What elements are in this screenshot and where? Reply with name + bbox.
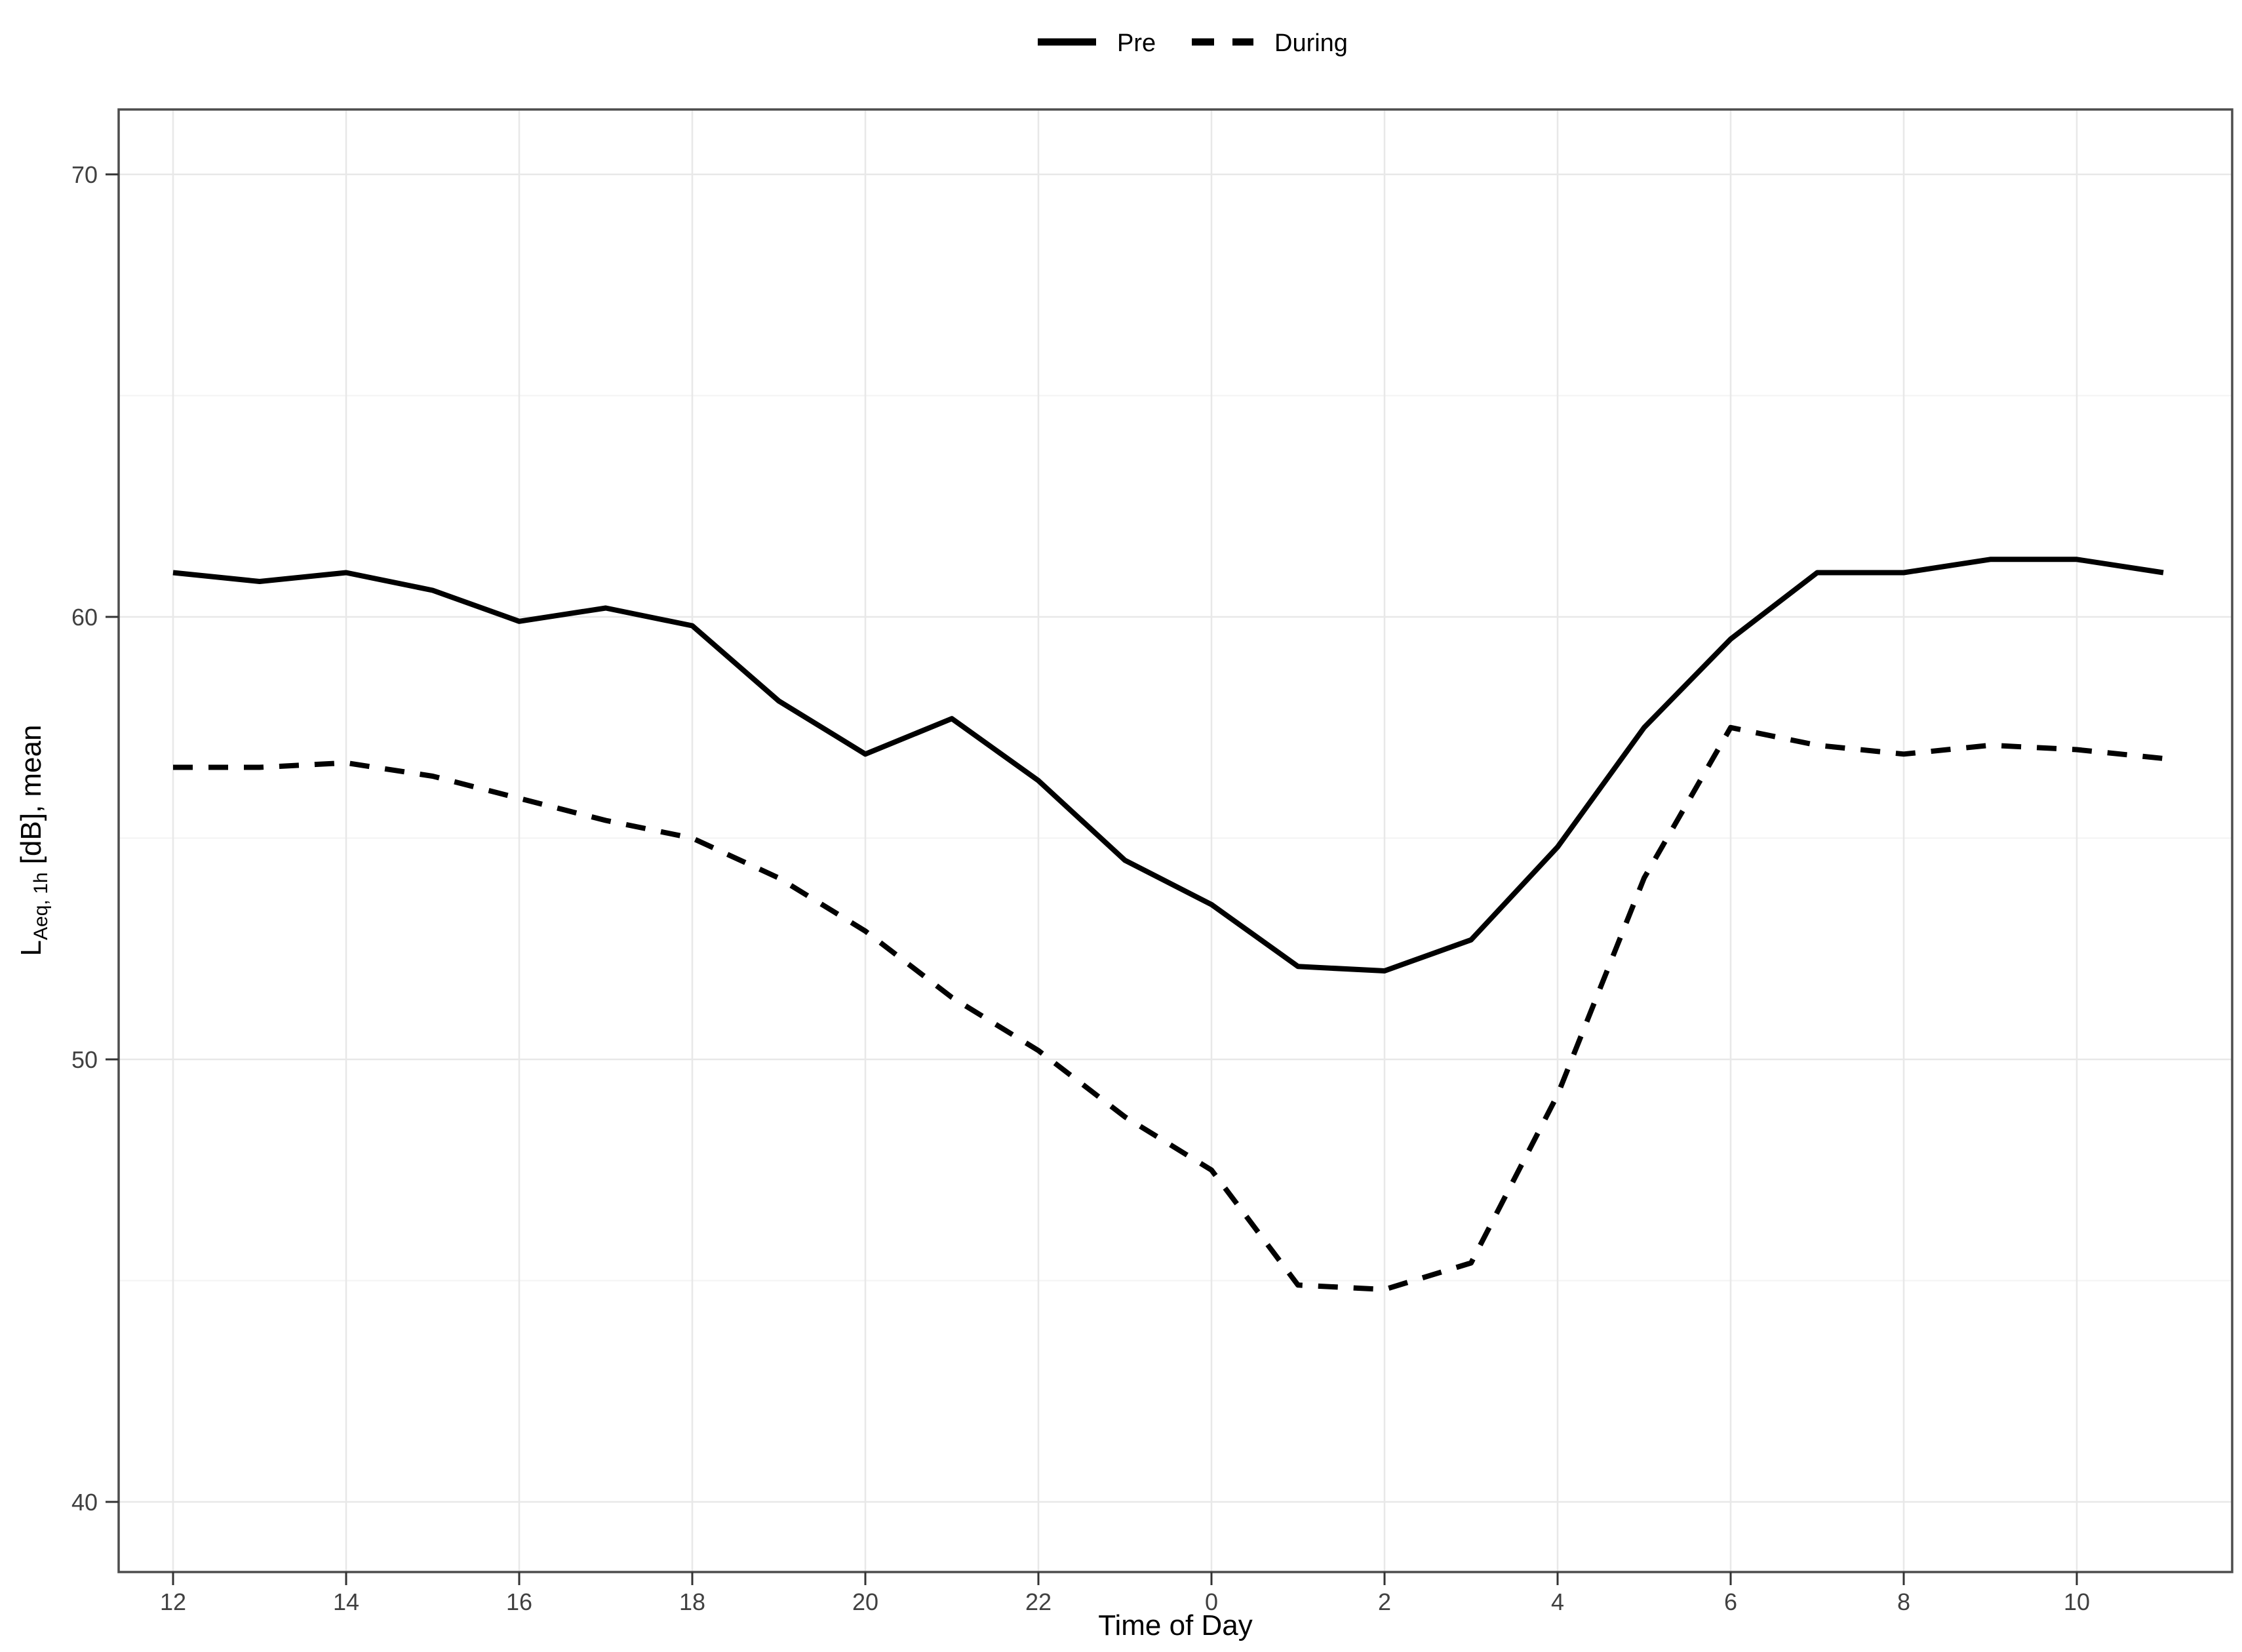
plot-panel-border — [117, 108, 2233, 1573]
x-tick-label: 16 — [506, 1588, 532, 1615]
y-axis-title-subscript: Aeq, 1h — [30, 873, 52, 940]
x-tick-label: 20 — [852, 1588, 878, 1615]
x-tick-label: 2 — [1378, 1588, 1391, 1615]
y-tick-label: 70 — [71, 161, 98, 188]
x-tick-label: 10 — [2064, 1588, 2090, 1615]
series-line-pre — [172, 557, 2164, 974]
legend-label-pre: Pre — [1117, 30, 1156, 57]
y-axis-title-main: L — [15, 940, 47, 956]
x-tick-label: 18 — [679, 1588, 705, 1615]
y-tick-label: 40 — [71, 1489, 98, 1516]
x-axis-title: Time of Day — [1098, 1609, 1253, 1642]
series-line-during — [173, 724, 2164, 1292]
x-tick-label: 12 — [160, 1588, 186, 1615]
legend: Pre During — [1038, 30, 1348, 57]
x-tick-label: 4 — [1551, 1588, 1564, 1615]
y-tick-label: 50 — [71, 1046, 98, 1073]
y-axis-title: LAeq, 1h [dB], mean — [15, 725, 52, 956]
legend-label-during: During — [1274, 30, 1348, 57]
plot-panel — [119, 109, 2232, 1572]
y-axis-title-rest: [dB], mean — [15, 725, 47, 873]
x-tick-label: 22 — [1025, 1588, 1052, 1615]
y-tick-label: 60 — [71, 604, 98, 631]
x-tick-label: 0 — [1205, 1588, 1218, 1615]
x-tick-label: 14 — [333, 1588, 359, 1615]
x-tick-label: 6 — [1724, 1588, 1737, 1615]
x-tick-label: 8 — [1897, 1588, 1910, 1615]
axis-ticks: 40 50 60 70 12 14 16 18 20 22 0 2 4 6 8 10 — [71, 161, 2090, 1615]
gridlines — [119, 109, 2232, 1572]
